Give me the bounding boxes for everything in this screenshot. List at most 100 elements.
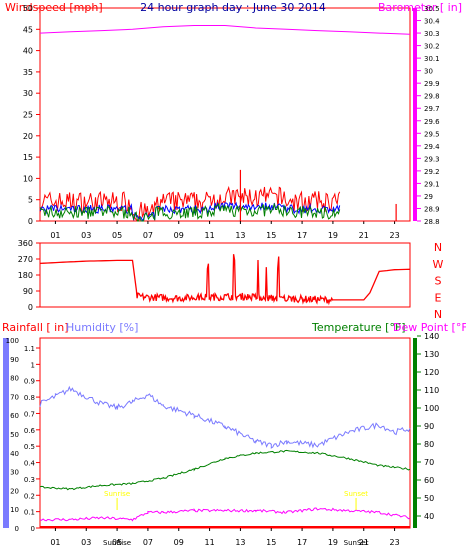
x-tick-label: 03: [81, 538, 91, 547]
humidity-series: [39, 385, 411, 449]
wind-tick-label: 15: [23, 153, 33, 162]
temperature-series: [39, 449, 411, 491]
page-title: 24 hour graph day : June 30 2014: [140, 1, 326, 14]
x-tick-label: 07: [143, 538, 153, 547]
x-tick-label: 03: [81, 231, 91, 240]
chart-marks: 0510152025303540455028.828.92929.129.229…: [6, 4, 444, 547]
barometer-tick-label: 30: [424, 68, 433, 76]
wind-tick-label: 10: [23, 174, 33, 183]
x-tick-label: 01: [50, 231, 60, 240]
barometer-tick-label: 29.8: [424, 93, 440, 101]
compass-label: W: [433, 258, 444, 271]
direction-tick-label: 360: [18, 239, 33, 248]
direction-panel-frame: [39, 242, 411, 308]
compass-label: N: [434, 308, 442, 321]
temperature-axis-title: Temperature [°F]: [311, 321, 406, 334]
barometer-tick-label: 29.5: [424, 130, 440, 138]
humidity-tick-label: 70: [10, 393, 19, 401]
barometer-tick-label: 30.5: [424, 5, 440, 13]
rain-tick-label: 0.2: [24, 492, 35, 500]
humidity-tick-label: 20: [10, 487, 19, 495]
barometer-tick-label: 30.2: [424, 43, 440, 51]
sunset-axis-marker: SunSet: [344, 539, 369, 547]
humidity-tick-label: 50: [10, 431, 19, 439]
x-tick-label: 13: [235, 538, 245, 547]
x-tick-label: 15: [266, 538, 276, 547]
direction-tick-label: 270: [18, 255, 33, 264]
x-tick-label: 15: [266, 231, 276, 240]
barometer-tick-label: 29.9: [424, 80, 440, 88]
wind-tick-label: 35: [23, 68, 33, 77]
temperature-tick-label: 40: [424, 512, 434, 521]
barometer-tick-label: 29.6: [424, 118, 440, 126]
temperature-tick-label: 80: [424, 440, 434, 449]
windspeed-axis-title: Windspeed [mph]: [5, 1, 103, 14]
x-tick-label: 17: [297, 538, 307, 547]
sunrise-label: Sunrise: [104, 490, 130, 498]
rain-tick-label: 0: [31, 525, 35, 533]
humidity-tick-label: 90: [10, 356, 19, 364]
x-tick-label: 23: [389, 538, 399, 547]
direction-tick-label: 180: [18, 271, 33, 280]
barometer-axis-bar: [413, 8, 417, 221]
temperature-tick-label: 100: [424, 404, 439, 413]
barometer-tick-label: 29.3: [424, 155, 440, 163]
x-tick-label: 05: [112, 538, 122, 547]
x-tick-label: 13: [235, 231, 245, 240]
x-tick-label: 09: [174, 538, 184, 547]
temperature-tick-label: 90: [424, 422, 434, 431]
dew-point-series: [39, 507, 411, 522]
x-tick-label: 19: [328, 538, 338, 547]
humidity-tick-label: 80: [10, 375, 19, 383]
rainfall-axis-title: Rainfall [ in]: [2, 321, 69, 334]
temperature-tick-label: 50: [424, 494, 434, 503]
barometer-tick-label: 30.4: [424, 18, 440, 26]
rain-tick-label: 0.3: [24, 476, 35, 484]
compass-label: N: [434, 241, 442, 254]
x-tick-label: 21: [359, 231, 369, 240]
wind-direction-series: [39, 254, 411, 306]
wind-panel-frame: [39, 7, 411, 222]
barometer-tick-label: 29.1: [424, 180, 440, 188]
x-tick-label: 11: [204, 538, 214, 547]
temperature-tick-label: 60: [424, 476, 434, 485]
humidity-tick-label: 100: [6, 337, 19, 345]
rain-tick-label: 0.8: [24, 394, 35, 402]
compass-label: S: [435, 275, 442, 288]
wind-speed-series: [39, 185, 341, 222]
sunrise-axis-marker: SunRise: [103, 539, 131, 547]
x-tick-label: 05: [112, 231, 122, 240]
wind-tick-label: 20: [23, 132, 33, 141]
barometer-tick-label: 29.7: [424, 105, 440, 113]
x-tick-label: 01: [50, 538, 60, 547]
rain-tick-label: 0.9: [24, 378, 35, 386]
wind-tick-label: 30: [23, 89, 33, 98]
rain-tick-label: 1: [31, 361, 35, 369]
sunset-label: Sunset: [344, 490, 368, 498]
temperature-tick-label: 120: [424, 368, 439, 377]
barometer-tick-label: 29.2: [424, 168, 440, 176]
dewpoint-axis-title: Dew Point [°F]: [393, 321, 466, 334]
barometer-tick-label: 30.1: [424, 55, 440, 63]
direction-tick-label: 90: [23, 287, 33, 296]
barometer-series: [39, 25, 411, 35]
humidity-axis-title: Humidity [%]: [66, 321, 138, 334]
x-tick-label: 21: [359, 538, 369, 547]
humidity-tick-label: 0: [15, 525, 19, 533]
barometer-tick-label: 28.8: [424, 218, 440, 226]
rain-tick-label: 0.1: [24, 509, 35, 517]
rain-tick-label: 1.1: [24, 345, 35, 353]
rain-tick-label: 0.7: [24, 410, 35, 418]
wind-tick-label: 40: [23, 47, 33, 56]
rain-tick-label: 0.4: [24, 460, 36, 468]
compass-label: E: [435, 291, 442, 304]
temperature-axis-bar: [413, 338, 417, 528]
direction-tick-label: 0: [28, 303, 33, 312]
x-tick-label: 07: [143, 231, 153, 240]
barometer-tick-label: 30.3: [424, 30, 440, 38]
wind-tick-label: 0: [28, 217, 33, 226]
climate-panel-frame: [39, 337, 411, 529]
x-tick-label: 23: [389, 231, 399, 240]
